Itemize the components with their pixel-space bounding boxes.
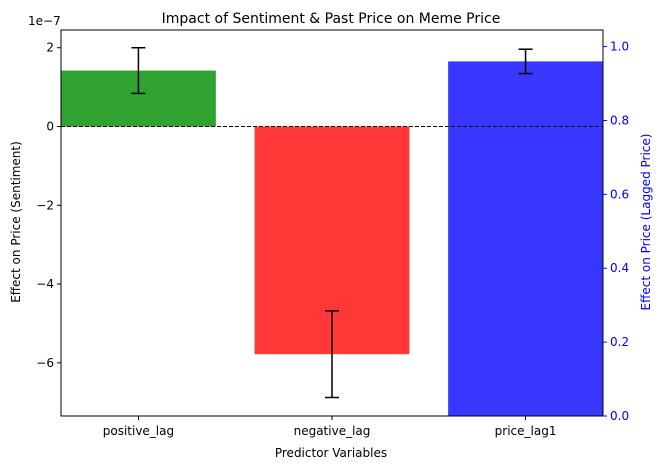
x-axis-label: Predictor Variables [275, 446, 387, 460]
x-tick-label: price_lag1 [495, 424, 557, 438]
right-y-axis-label: Effect on Price (Lagged Price) [639, 134, 653, 311]
chart-title: Impact of Sentiment & Past Price on Meme… [162, 11, 501, 27]
left-tick-label: −4 [36, 277, 54, 291]
bar-price_lag1 [448, 61, 603, 417]
right-tick-label: 1.0 [610, 40, 629, 54]
x-tick-label: negative_lag [294, 424, 371, 438]
right-tick-label: 0.8 [610, 113, 629, 127]
right-y-axis: 0.0 0.2 0.4 0.6 0.8 1.0 [603, 40, 629, 423]
left-tick-label: 0 [46, 120, 54, 134]
left-tick-label: −6 [36, 356, 54, 370]
bars-layer [61, 61, 603, 417]
x-tick-label: positive_lag [103, 424, 174, 438]
right-tick-label: 0.2 [610, 335, 629, 349]
right-tick-label: 0.0 [610, 409, 629, 423]
left-axis-offset-label: 1e−7 [28, 14, 61, 28]
left-y-axis: 2 0 −2 −4 −6 [36, 41, 61, 370]
x-axis: positive_lag negative_lag price_lag1 [103, 416, 557, 438]
right-tick-label: 0.4 [610, 261, 629, 275]
left-tick-label: −2 [36, 198, 54, 212]
left-y-axis-label: Effect on Price (Sentiment) [9, 141, 23, 303]
error-bars-layer [131, 46, 533, 399]
right-tick-label: 0.6 [610, 187, 629, 201]
left-tick-label: 2 [46, 41, 54, 55]
